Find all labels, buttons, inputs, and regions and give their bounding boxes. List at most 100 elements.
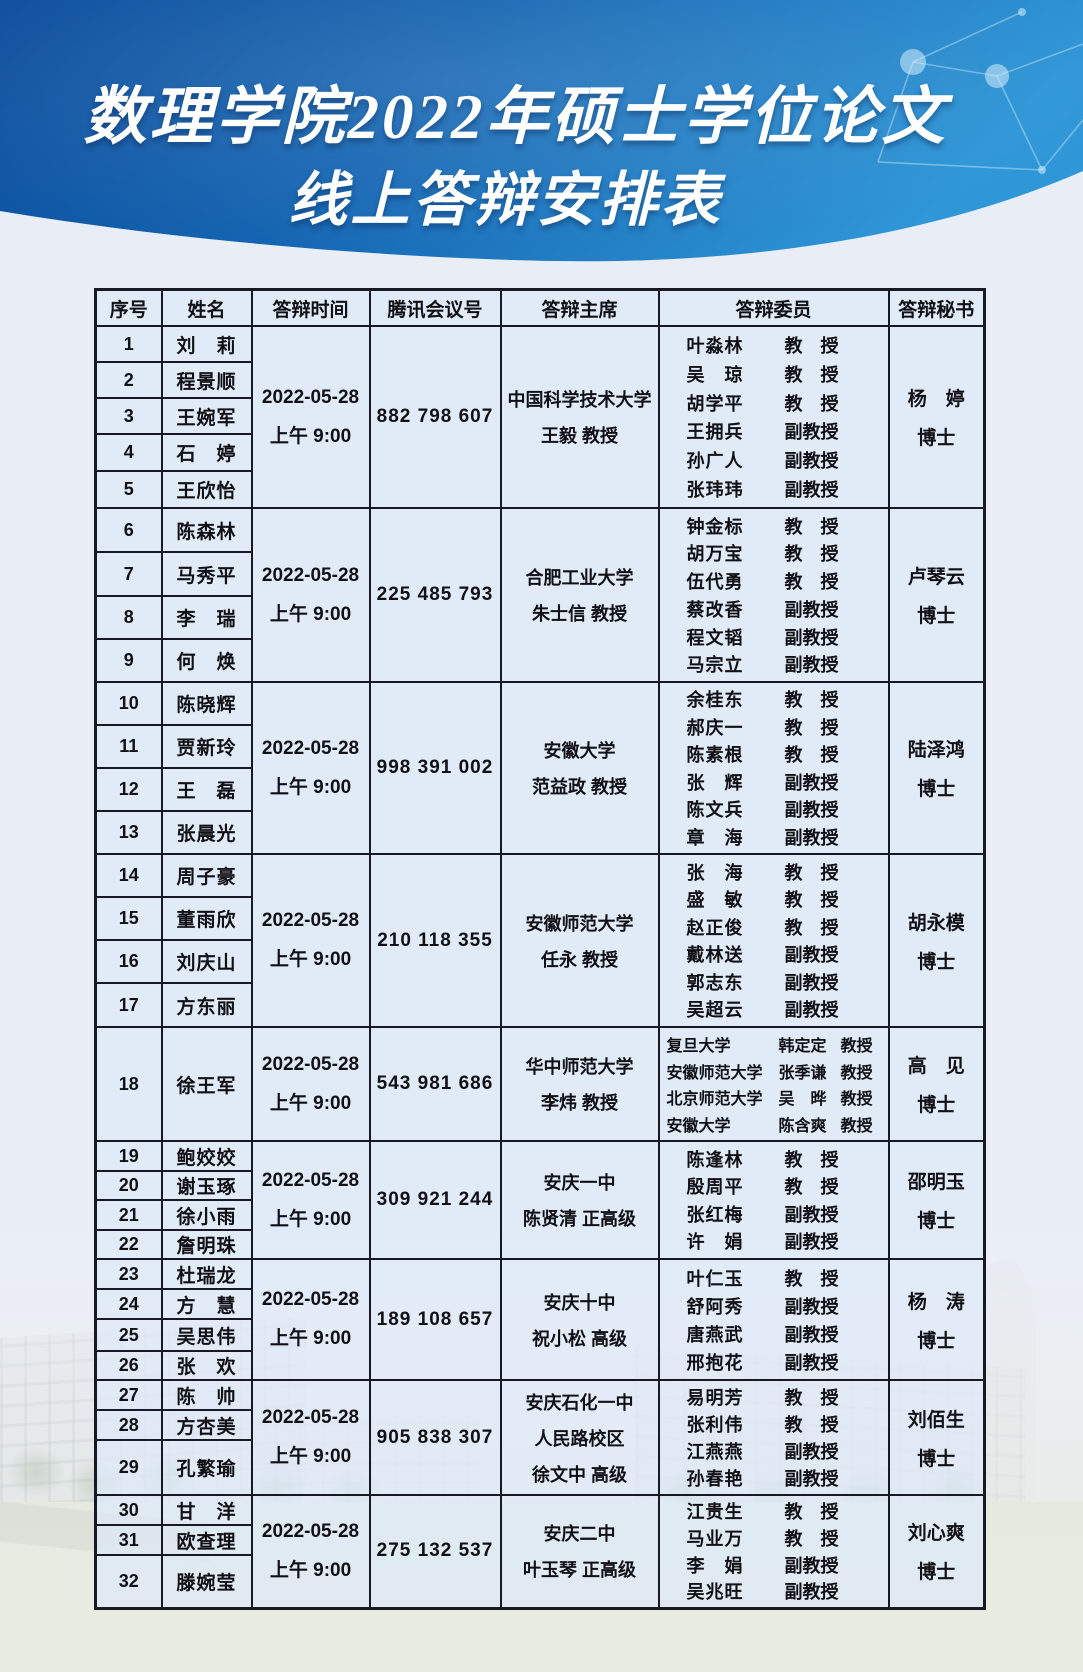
committee-member-title: 教 授 (784, 690, 839, 711)
committee-member-title: 教 授 (784, 1149, 839, 1170)
chair-line: 安徽大学 (543, 741, 616, 761)
committee-member-name: 胡学平 (686, 393, 744, 414)
committee-member-name: 陈含爽 (778, 1117, 827, 1135)
defense-time-line: 上午 9:00 (269, 1208, 352, 1230)
committee-member-name: 余桂东 (686, 690, 744, 711)
student-no-cell: 31 (94, 1524, 163, 1556)
defense-time-lines: 2022-05-28 上午 9:00 (253, 1054, 369, 1115)
secretary-lines: 刘佰生 博士 (890, 1405, 984, 1471)
committee-member-title: 副教授 (784, 1442, 839, 1462)
committee-member: 北京师范大学吴 晔教授 (667, 1085, 881, 1109)
student-name-cell: 张 欢 (160, 1350, 253, 1381)
student-name-cell: 周子豪 (160, 853, 253, 898)
committee-member-name: 陈逢林 (686, 1149, 744, 1170)
student-no-cell: 24 (94, 1288, 163, 1320)
defense-time-line: 上午 9:00 (269, 776, 352, 798)
secretary-lines: 杨 涛博士 (890, 1287, 984, 1353)
committee-list: 易明芳教 授张利伟教 授江燕燕 副教授 孙春艳 副教授 (660, 1383, 888, 1492)
committee-cell: 钟金标教 授胡万宝教 授伍代勇教 授蔡改香 副教授 程文韬 副教授 马宗立 副教授 (657, 507, 890, 683)
network-decoration (877, 11, 1083, 171)
committee-member-title: 副教授 (784, 1324, 839, 1345)
table-row: 11 贾新玲 (94, 724, 985, 769)
student-name-cell: 王 磊 (160, 767, 253, 812)
secretary-line: 卢琴云 (907, 567, 965, 588)
student-name-cell: 刘 莉 (160, 325, 253, 363)
student-no-cell: 1 (94, 325, 163, 363)
committee-member: 盛 敏教 授 (687, 886, 861, 912)
committee-member-title: 教授 (840, 1064, 873, 1082)
chair-cell: 安庆石化一中 人民路校区 徐文中 高级 (499, 1379, 660, 1496)
committee-list: 钟金标教 授胡万宝教 授伍代勇教 授蔡改香 副教授 程文韬 副教授 马宗立 副教授 (660, 511, 888, 679)
secretary-lines: 邵明玉 博士 (890, 1167, 984, 1233)
committee-cell: 余桂东教 授郝庆一教 授陈素根教 授张 辉副教授 陈文兵 副教授章 海副教授 (657, 681, 890, 855)
table-row: 14 周子豪 2022-05-28 上午 9:00 210 118 355 安徽师范大学任… (94, 853, 986, 1028)
secretary-cell: 杨 婷博士 (887, 325, 986, 509)
defense-time-cell: 2022-05-28 上午 9:00 (250, 1026, 371, 1142)
student-no-cell: 17 (94, 982, 163, 1028)
student-name-cell: 李 瑞 (160, 595, 253, 640)
secretary-cell: 刘佰生 博士 (887, 1379, 986, 1496)
committee-member: 戴林送 副教授 (687, 941, 861, 967)
table-row: 20 谢玉琢 (94, 1170, 985, 1201)
table-row: 31 欧查理 (94, 1524, 985, 1556)
committee-member-org: 安徽大学 (666, 1117, 731, 1135)
table-row: 27 陈 帅 2022-05-28 上午 9:00 905 838 307 安庆石化一中人… (94, 1379, 986, 1496)
committee-member-name: 叶淼林 (686, 335, 744, 356)
committee-member-title: 教授 (840, 1038, 873, 1056)
committee-member-title: 副教授 (784, 422, 839, 443)
student-no-cell: 6 (94, 507, 163, 553)
table-row: 28 方杏美 (94, 1409, 985, 1441)
committee-member-title: 副教授 (784, 1232, 839, 1253)
student-name-cell: 陈森林 (160, 507, 253, 553)
committee-member: 易明芳 教 授 (687, 1384, 861, 1410)
secretary-lines: 陆泽鸿 博士 (890, 735, 984, 801)
chair-line: 人民路校区 (534, 1428, 625, 1449)
committee-member-title: 教 授 (784, 544, 839, 565)
chair-line: 祝小松 高级 (531, 1328, 627, 1349)
committee-member-name: 王拥兵 (686, 422, 744, 443)
committee-member-name: 蔡改香 (686, 599, 744, 620)
committee-member-title: 副教授 (784, 451, 839, 472)
table-row: 13 张晨光 (94, 810, 985, 855)
student-name-cell: 马秀平 (160, 551, 253, 597)
committee-member-title: 副教授 (784, 1582, 839, 1603)
committee-member: 安徽师范大学 张季谦 教授 (667, 1059, 881, 1083)
secretary-line: 博士 (917, 1448, 956, 1470)
committee-member-name: 江贵生 (686, 1502, 744, 1523)
table-row: 22 詹明珠 (94, 1229, 985, 1260)
student-no-cell: 30 (94, 1494, 163, 1526)
chair-line: 安庆二中 (543, 1524, 616, 1545)
student-no-cell: 22 (94, 1229, 163, 1260)
committee-list: 张 海教 授盛 敏教 授赵正俊教 授戴林送 副教授 郭志东 副教授 吴超云 副教授 (660, 857, 888, 1024)
committee-member: 孙春艳 副教授 (687, 1465, 861, 1491)
student-name-cell: 石 婷 (160, 433, 253, 472)
committee-member: 胡万宝 教 授 (687, 540, 861, 566)
committee-member: 蔡改香 副教授 (687, 596, 861, 622)
table-row: 17 方东丽 (94, 982, 985, 1028)
table-row: 18 徐王军 2022-05-28 上午 9:00 543 981 686 华中师范大学李… (94, 1026, 986, 1142)
chair-cell: 安庆二中 叶玉琴 正高级 (499, 1494, 660, 1609)
committee-member-name: 胡万宝 (686, 544, 744, 565)
secretary-line: 博士 (917, 606, 956, 627)
chair-line: 安庆一中 (543, 1173, 616, 1193)
chair-lines: 安庆石化一中 人民路校区 徐文中 高级 (502, 1389, 658, 1487)
chair-lines: 华中师范大学 李炜 教授 (502, 1053, 658, 1115)
committee-member-title: 教 授 (784, 1502, 839, 1523)
student-name-cell: 鲍姣姣 (160, 1140, 253, 1172)
table-row: 19 鲍姣姣 2022-05-28 上午 9:00 309 921 244 安庆一中 陈贤清… (94, 1140, 986, 1260)
banner: 数理学院2022年硕士学位论文 线上答辩安排表 (0, 0, 1083, 300)
committee-member: 赵正俊 教 授 (687, 914, 861, 940)
committee-member-org: 安徽师范大学 (666, 1064, 763, 1082)
student-name-cell: 方杏美 (160, 1409, 253, 1441)
student-name-cell: 董雨欣 (160, 896, 253, 941)
committee-member-title: 教 授 (784, 1415, 839, 1435)
committee-member: 张 辉 副教授 (687, 769, 861, 795)
committee-member-name: 孙广人 (686, 451, 744, 472)
committee-member-name: 盛 敏 (686, 890, 744, 911)
defense-time-cell: 2022-05-28 上午 9:00 (250, 1258, 371, 1381)
committee-member-title: 教 授 (784, 516, 839, 537)
defense-time-lines: 2022-05-28 上午 9:00 (253, 1407, 369, 1468)
defense-time-line: 上午 9:00 (269, 425, 352, 447)
student-name-cell: 王婉军 (160, 397, 253, 435)
